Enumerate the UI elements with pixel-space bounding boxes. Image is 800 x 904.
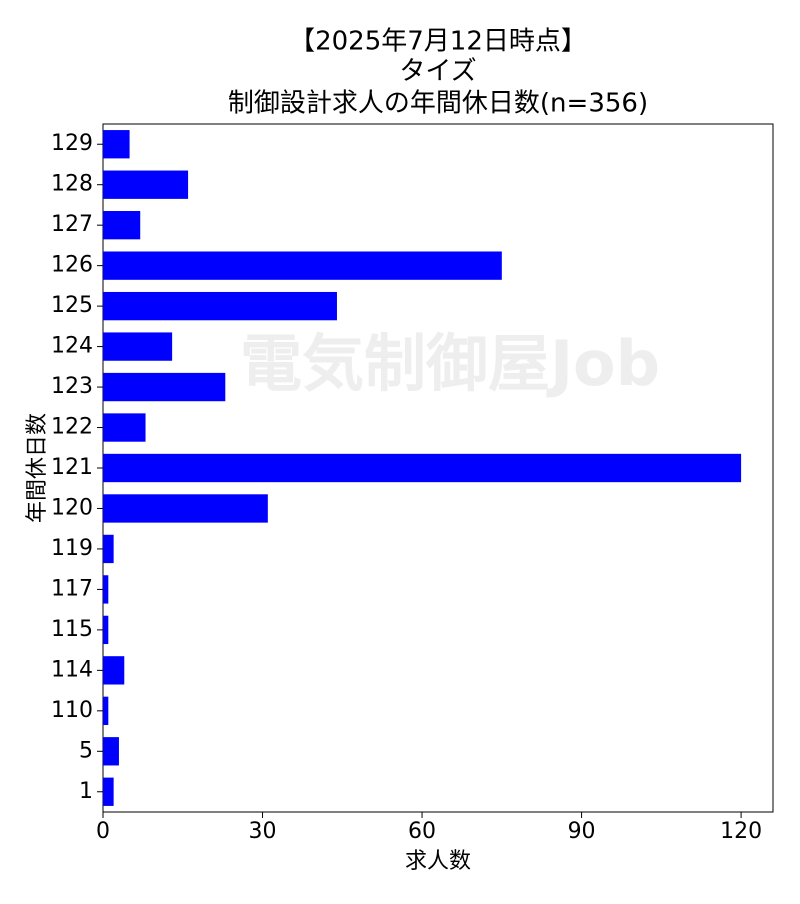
- bar: [103, 737, 119, 766]
- bar: [103, 170, 189, 199]
- y-tick-label: 120: [51, 495, 93, 520]
- y-tick-label: 123: [51, 374, 93, 399]
- y-axis-label: 年間休日数: [25, 413, 50, 523]
- bar: [103, 777, 114, 806]
- y-tick-label: 127: [51, 212, 93, 237]
- y-tick-label: 126: [51, 253, 93, 278]
- bar: [103, 656, 125, 685]
- bar: [103, 453, 742, 483]
- bar: [103, 291, 337, 321]
- x-tick-label: 30: [249, 819, 277, 844]
- bar: [103, 494, 268, 523]
- bar: [103, 413, 146, 442]
- bar: [103, 372, 226, 402]
- watermark: 電気制御屋Job: [240, 327, 660, 400]
- bar: [103, 332, 173, 361]
- x-tick-label: 60: [408, 819, 436, 844]
- bar: [103, 534, 114, 564]
- bar: [103, 575, 109, 604]
- bar: [103, 251, 502, 280]
- y-tick-label: 117: [51, 576, 93, 601]
- bar: [103, 211, 141, 240]
- x-tick-label: 0: [96, 819, 110, 844]
- y-tick-label: 1: [79, 779, 93, 804]
- y-tick-label: 121: [51, 455, 93, 480]
- bar: [103, 130, 130, 159]
- bar: [103, 615, 109, 645]
- y-tick-label: 115: [51, 617, 93, 642]
- y-tick-label: 129: [51, 131, 93, 156]
- y-tick-label: 119: [51, 536, 93, 561]
- y-tick-label: 124: [51, 334, 93, 359]
- y-tick-label: 114: [51, 657, 93, 682]
- y-tick-label: 5: [79, 738, 93, 763]
- bar: [103, 696, 109, 725]
- chart-title: タイズ: [399, 57, 476, 87]
- y-tick-label: 128: [51, 172, 93, 197]
- y-tick-label: 110: [51, 698, 93, 723]
- x-tick-label: 120: [720, 819, 762, 844]
- x-axis-label: 求人数: [405, 849, 471, 874]
- y-tick-label: 125: [51, 293, 93, 318]
- chart-title: 【2025年7月12日時点】: [289, 27, 587, 57]
- y-tick-label: 122: [51, 415, 93, 440]
- x-tick-label: 90: [568, 819, 596, 844]
- chart-title: 制御設計求人の年間休日数(n=356): [228, 89, 648, 119]
